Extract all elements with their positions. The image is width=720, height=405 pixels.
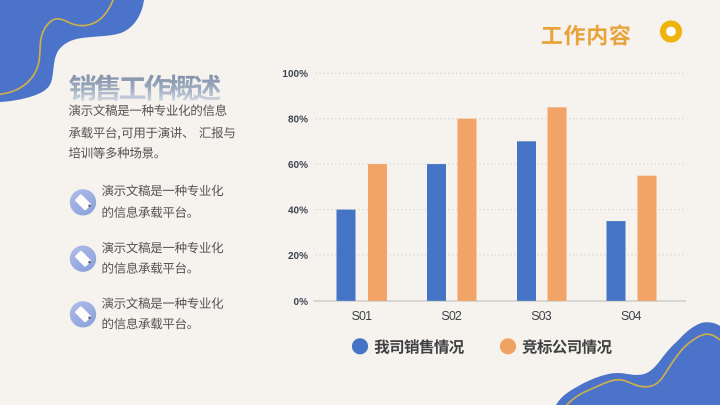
svg-text:0%: 0% — [294, 297, 309, 308]
svg-text:S02: S02 — [441, 309, 461, 323]
svg-text:60%: 60% — [288, 160, 308, 171]
svg-text:100%: 100% — [282, 69, 308, 80]
svg-text:80%: 80% — [288, 115, 308, 126]
svg-text:S04: S04 — [621, 309, 641, 323]
svg-text:20%: 20% — [288, 251, 308, 262]
svg-text:S03: S03 — [531, 309, 551, 323]
svg-text:40%: 40% — [288, 205, 308, 216]
svg-text:S01: S01 — [352, 309, 372, 323]
